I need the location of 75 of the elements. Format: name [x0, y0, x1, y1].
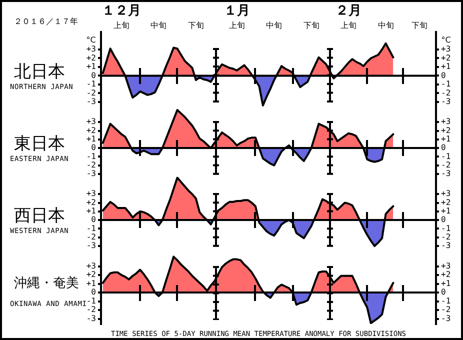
text: １月 — [224, 3, 250, 18]
x-tick-label: 下旬 — [303, 20, 320, 30]
text: 沖縄・奄美 — [14, 274, 79, 292]
y-tick-label: -3 — [86, 314, 96, 324]
text: ２０１６／１７年 — [14, 16, 78, 26]
y2-tick-label: 0 — [441, 215, 446, 224]
y-tick-label: -2 — [86, 88, 96, 98]
y2-tick-label: -2 — [441, 160, 451, 170]
y-tick-label: 0 — [91, 143, 96, 152]
x-tick-label: 上旬 — [340, 20, 357, 30]
y2-tick-label: +1 — [441, 206, 451, 216]
y-tick-label: +3 — [86, 189, 96, 198]
y2-tick-label: +1 — [441, 62, 451, 71]
y2-tick-label: +3 — [441, 189, 451, 198]
y2-tick-label: +2 — [441, 198, 451, 208]
y2-tick-label: +1 — [441, 279, 451, 288]
y2-axis-title: °C — [441, 35, 452, 44]
text: 東日本 — [14, 133, 65, 156]
y2-tick-label: +2 — [441, 53, 451, 62]
y-tick-label: -3 — [86, 241, 96, 250]
x-tick-label: 下旬 — [411, 20, 428, 30]
x-tick-label: 上旬 — [113, 20, 130, 30]
y2-tick-label: +3 — [441, 44, 451, 54]
y2-tick-label: 0 — [441, 288, 446, 298]
y-tick-label: -3 — [86, 169, 96, 178]
x-tick-label: 上旬 — [228, 20, 245, 30]
y2-tick-label: +3 — [441, 117, 451, 126]
y-tick-label: +1 — [86, 62, 96, 71]
y-tick-label: +1 — [86, 279, 96, 288]
x-tick-label: 中旬 — [266, 20, 282, 30]
y2-tick-label: -2 — [441, 232, 451, 242]
y-tick-label: +2 — [86, 270, 96, 280]
y2-tick-label: -1 — [441, 152, 451, 161]
y-tick-label: +1 — [86, 206, 96, 216]
y2-tick-label: +2 — [441, 126, 451, 135]
y-tick-label: -1 — [86, 152, 96, 161]
y2-tick-label: -3 — [441, 241, 451, 250]
y-tick-label: +3 — [86, 262, 96, 271]
y2-tick-label: -1 — [441, 79, 451, 88]
y-tick-label: 0 — [91, 215, 96, 224]
text: １２月 — [102, 3, 141, 18]
x-tick-label: 中旬 — [150, 20, 167, 30]
y2-tick-label: 0 — [441, 70, 446, 80]
y-tick-label: +1 — [86, 134, 96, 144]
y2-tick-label: 0 — [441, 143, 446, 152]
text: 西日本 — [14, 205, 65, 228]
y-tick-label: +2 — [86, 126, 96, 135]
y-tick-label: +3 — [86, 117, 96, 126]
y2-tick-label: -3 — [441, 169, 451, 178]
y2-tick-label: -3 — [441, 314, 451, 324]
y-tick-label: +2 — [86, 53, 96, 62]
y-tick-label: -2 — [86, 305, 96, 314]
y2-tick-label: +1 — [441, 134, 451, 144]
y-tick-label: -2 — [86, 232, 96, 242]
y-tick-label: -1 — [86, 296, 96, 306]
y2-tick-label: +2 — [441, 270, 451, 280]
y2-tick-label: -2 — [441, 88, 451, 98]
y-tick-label: -1 — [86, 224, 96, 233]
y-tick-label: +3 — [86, 44, 96, 54]
y-tick-label: +2 — [86, 198, 96, 208]
y2-tick-label: -1 — [441, 296, 451, 306]
y2-tick-label: -3 — [441, 96, 451, 106]
text: ２月 — [336, 3, 362, 18]
y-tick-label: 0 — [91, 70, 96, 80]
y2-tick-label: -2 — [441, 305, 451, 314]
y2-tick-label: -1 — [441, 224, 451, 233]
x-tick-label: 下旬 — [188, 20, 204, 30]
y-tick-label: -2 — [86, 160, 96, 170]
y-tick-label: -3 — [86, 96, 96, 106]
text: 北日本 — [14, 61, 65, 83]
y-axis-title: °C — [86, 35, 96, 44]
y-tick-label: -1 — [86, 79, 96, 88]
x-tick-label: 中旬 — [378, 20, 394, 30]
y2-tick-label: +3 — [441, 262, 451, 271]
y-tick-label: 0 — [91, 288, 96, 298]
